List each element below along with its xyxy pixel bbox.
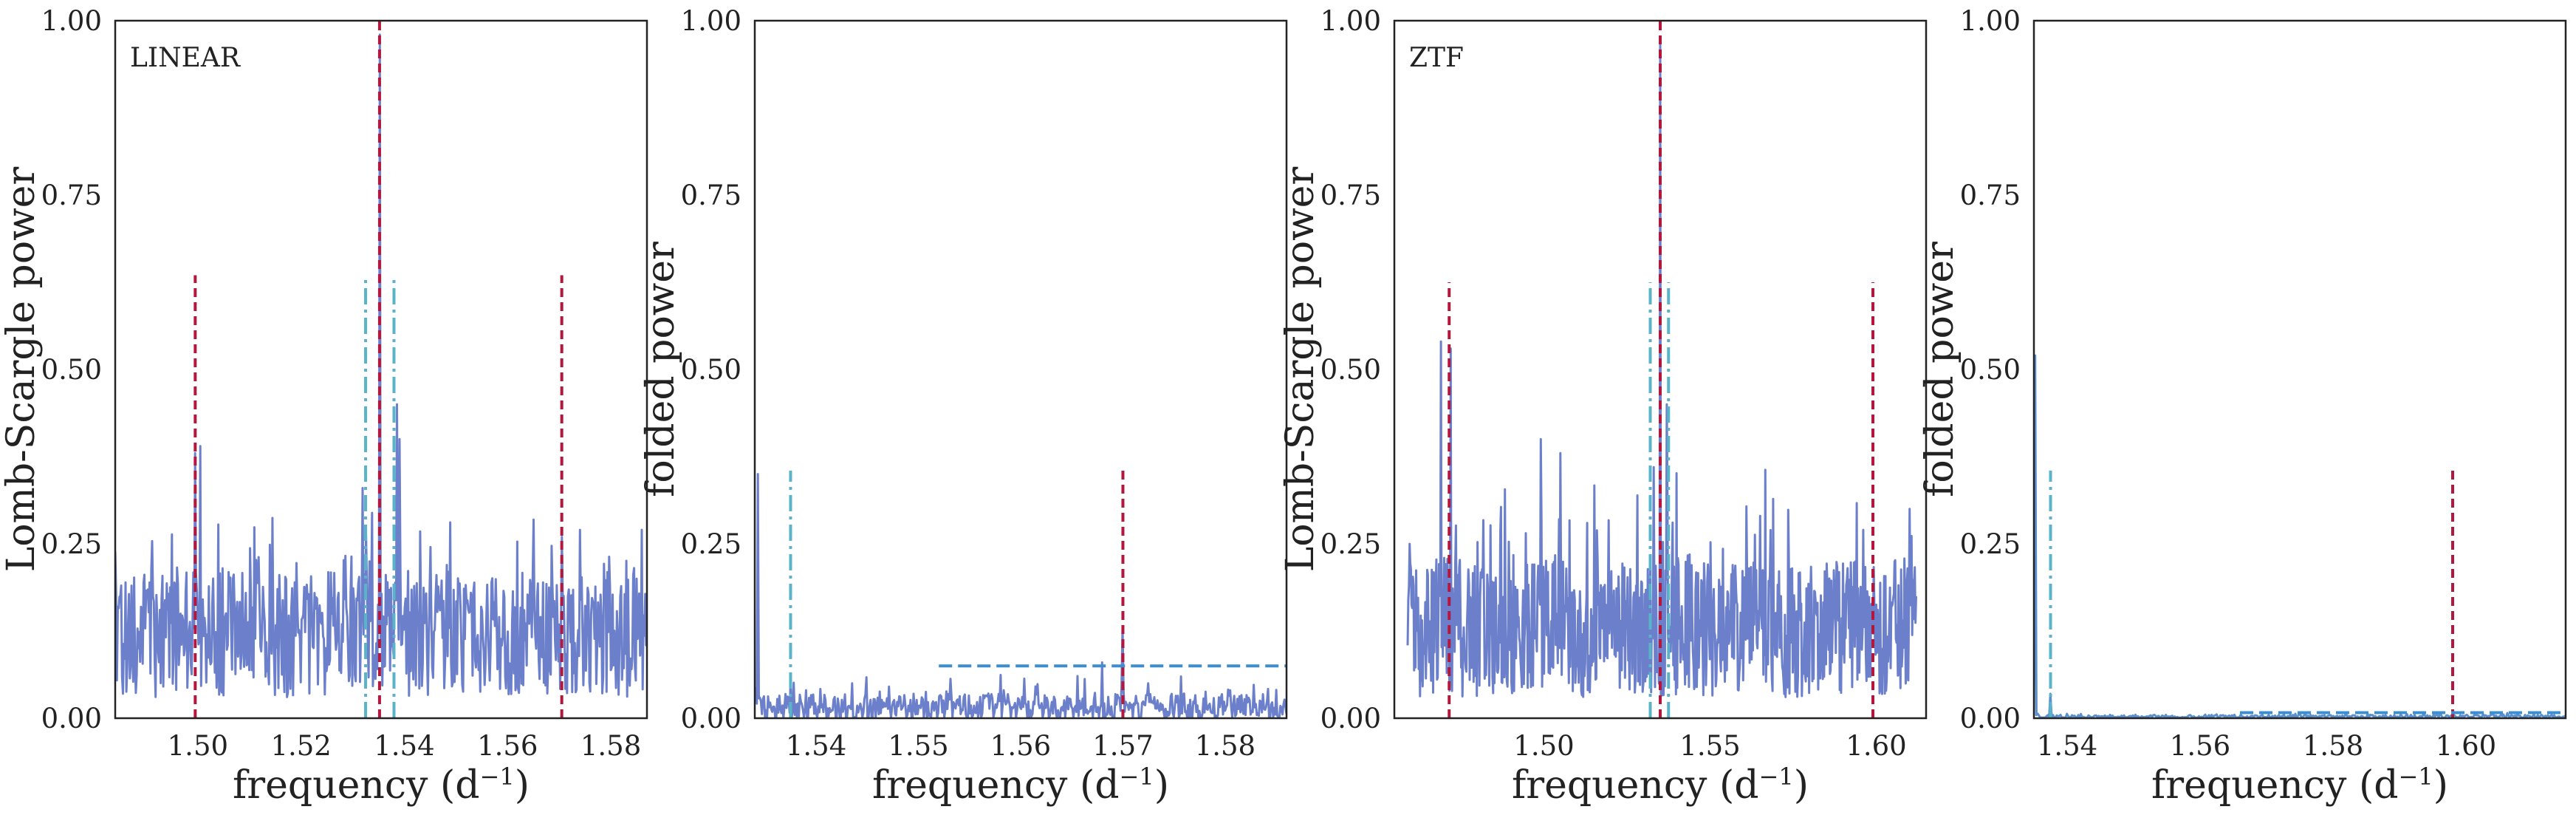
axes-frame: [753, 19, 1288, 720]
y-tick-label: 1.00: [1960, 5, 2021, 37]
x-tick-label: 1.55: [888, 730, 948, 762]
y-tick-label: 0.75: [1320, 180, 1381, 211]
y-tick-label: 0.25: [1320, 528, 1381, 560]
x-tick-label: 1.50: [1513, 730, 1574, 762]
panel-2: 0.00 0.25 0.50 0.75 1.00 1.54 1.55 1.56 1.57 1.58…: [639, 5, 1288, 808]
x-tick-label: 1.58: [1195, 730, 1256, 762]
panel-1: 0.00 0.25 0.50 0.75 1.00 1.50 1.52 1.54 1.56 1.58…: [0, 5, 648, 808]
x-tick-label: 1.56: [477, 730, 538, 762]
y-tick-label: 0.00: [1960, 703, 2021, 734]
x-axis-label: frequency (d−1): [1512, 763, 1809, 808]
panel-3: 0.00 0.25 0.50 0.75 1.00 1.50 1.55 1.60 frequenc…: [1278, 5, 1928, 808]
x-tick-label: 1.54: [374, 730, 434, 762]
periodogram-series-line: [115, 33, 647, 698]
y-tick-label: 0.25: [681, 528, 741, 560]
y-axis-label: Lomb-Scargle power: [0, 167, 44, 573]
panel-4: 0.00 0.25 0.50 0.75 1.00 1.54 1.56 1.58 1.60freq…: [1918, 5, 2567, 808]
y-tick-label: 0.50: [41, 354, 102, 386]
y-tick-label: 0.75: [681, 180, 741, 211]
y-axis-label: folded power: [639, 242, 683, 497]
plot-area: [755, 467, 1287, 718]
y-tick-label: 0.75: [41, 180, 102, 211]
panel-survey-label: ZTF: [1409, 43, 1464, 73]
x-axis-label: frequency (d−1): [2151, 763, 2448, 808]
y-axis-label: folded power: [1918, 242, 1962, 497]
x-tick-label: 1.58: [2303, 730, 2363, 762]
y-tick-label: 0.50: [1960, 354, 2021, 386]
x-tick-label: 1.52: [270, 730, 331, 762]
y-tick-label: 0.75: [1960, 180, 2021, 211]
y-tick-label: 0.25: [1960, 528, 2021, 560]
x-tick-label: 1.50: [168, 730, 228, 762]
x-tick-label: 1.54: [786, 730, 846, 762]
x-tick-label: 1.60: [2436, 730, 2496, 762]
y-tick-label: 1.00: [41, 5, 102, 37]
y-tick-label: 0.50: [681, 354, 741, 386]
periodogram-series-line: [2034, 354, 2566, 718]
x-tick-label: 1.54: [2037, 730, 2097, 762]
periodogram-series-line: [1406, 40, 1917, 698]
axes-frame: [114, 19, 648, 720]
plot-area: [1406, 21, 1917, 718]
y-tick-label: 0.00: [1320, 703, 1381, 734]
axes-frame: [2032, 19, 2567, 720]
x-tick-label: 1.60: [1846, 730, 1906, 762]
panel-survey-label: LINEAR: [130, 43, 241, 73]
plot-area: [115, 21, 647, 718]
x-tick-label: 1.56: [2170, 730, 2230, 762]
plot-area: [2034, 354, 2566, 718]
y-tick-label: 0.50: [1320, 354, 1381, 386]
y-tick-label: 0.00: [681, 703, 741, 734]
axes-frame: [1393, 19, 1928, 720]
y-tick-label: 1.00: [681, 5, 741, 37]
x-axis-label: frequency (d−1): [872, 763, 1169, 808]
x-tick-label: 1.57: [1092, 730, 1153, 762]
periodogram-series-line: [755, 473, 1287, 718]
y-tick-label: 0.25: [41, 528, 102, 560]
x-axis-label: frequency (d−1): [233, 763, 530, 808]
y-axis-label: Lomb-Scargle power: [1278, 167, 1323, 573]
x-tick-label: 1.58: [580, 730, 641, 762]
y-tick-label: 0.00: [41, 703, 102, 734]
y-tick-label: 1.00: [1320, 5, 1381, 37]
x-tick-label: 1.56: [990, 730, 1051, 762]
x-tick-label: 1.55: [1679, 730, 1740, 762]
